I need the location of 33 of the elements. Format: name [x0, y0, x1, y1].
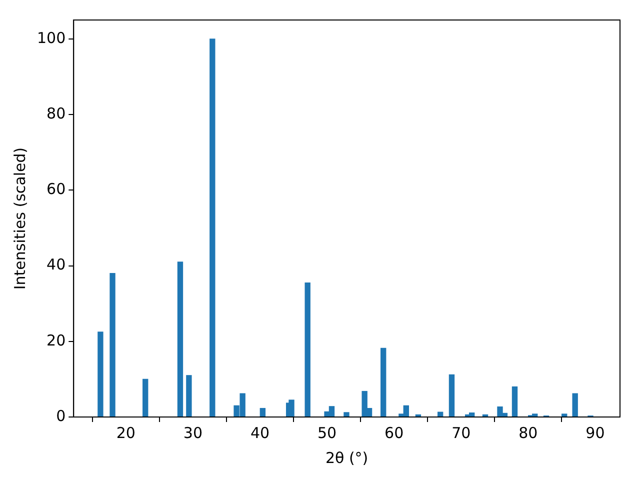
bar — [288, 400, 294, 417]
x-tick-label: 20 — [116, 424, 136, 442]
y-axis-title: Intensities (scaled) — [10, 147, 29, 290]
y-tick-label: 80 — [46, 104, 66, 122]
bar — [177, 262, 184, 417]
y-tick-label: 40 — [46, 256, 66, 274]
bar — [532, 414, 538, 417]
bar — [142, 378, 148, 417]
bar — [210, 38, 216, 417]
bar — [448, 374, 455, 417]
bar — [469, 412, 475, 417]
x-tick-label: 70 — [452, 424, 471, 442]
x-tick-label: 40 — [250, 424, 270, 442]
x-tick-label: 50 — [317, 424, 337, 442]
bar — [304, 282, 310, 417]
bar — [572, 393, 578, 417]
y-tick-label: 100 — [36, 28, 66, 47]
bar — [98, 332, 104, 417]
y-tick-label: 0 — [56, 406, 66, 425]
x-tick-label: 90 — [586, 424, 605, 442]
bar — [344, 412, 350, 417]
x-tick-label: 80 — [518, 424, 538, 442]
bar — [110, 272, 116, 417]
bar — [512, 386, 518, 417]
bar — [186, 375, 192, 417]
x-tick-label: 60 — [384, 424, 404, 442]
x-tick-label: 30 — [183, 424, 203, 442]
y-tick-label: 20 — [46, 331, 66, 350]
x-axis-title: 2θ (°) — [325, 448, 368, 467]
bar — [380, 348, 386, 417]
bar — [562, 414, 568, 417]
bar — [260, 408, 266, 417]
y-tick-label: 60 — [46, 180, 66, 198]
